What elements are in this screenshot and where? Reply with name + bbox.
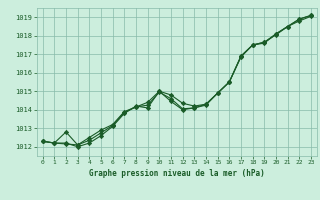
X-axis label: Graphe pression niveau de la mer (hPa): Graphe pression niveau de la mer (hPa) bbox=[89, 169, 265, 178]
